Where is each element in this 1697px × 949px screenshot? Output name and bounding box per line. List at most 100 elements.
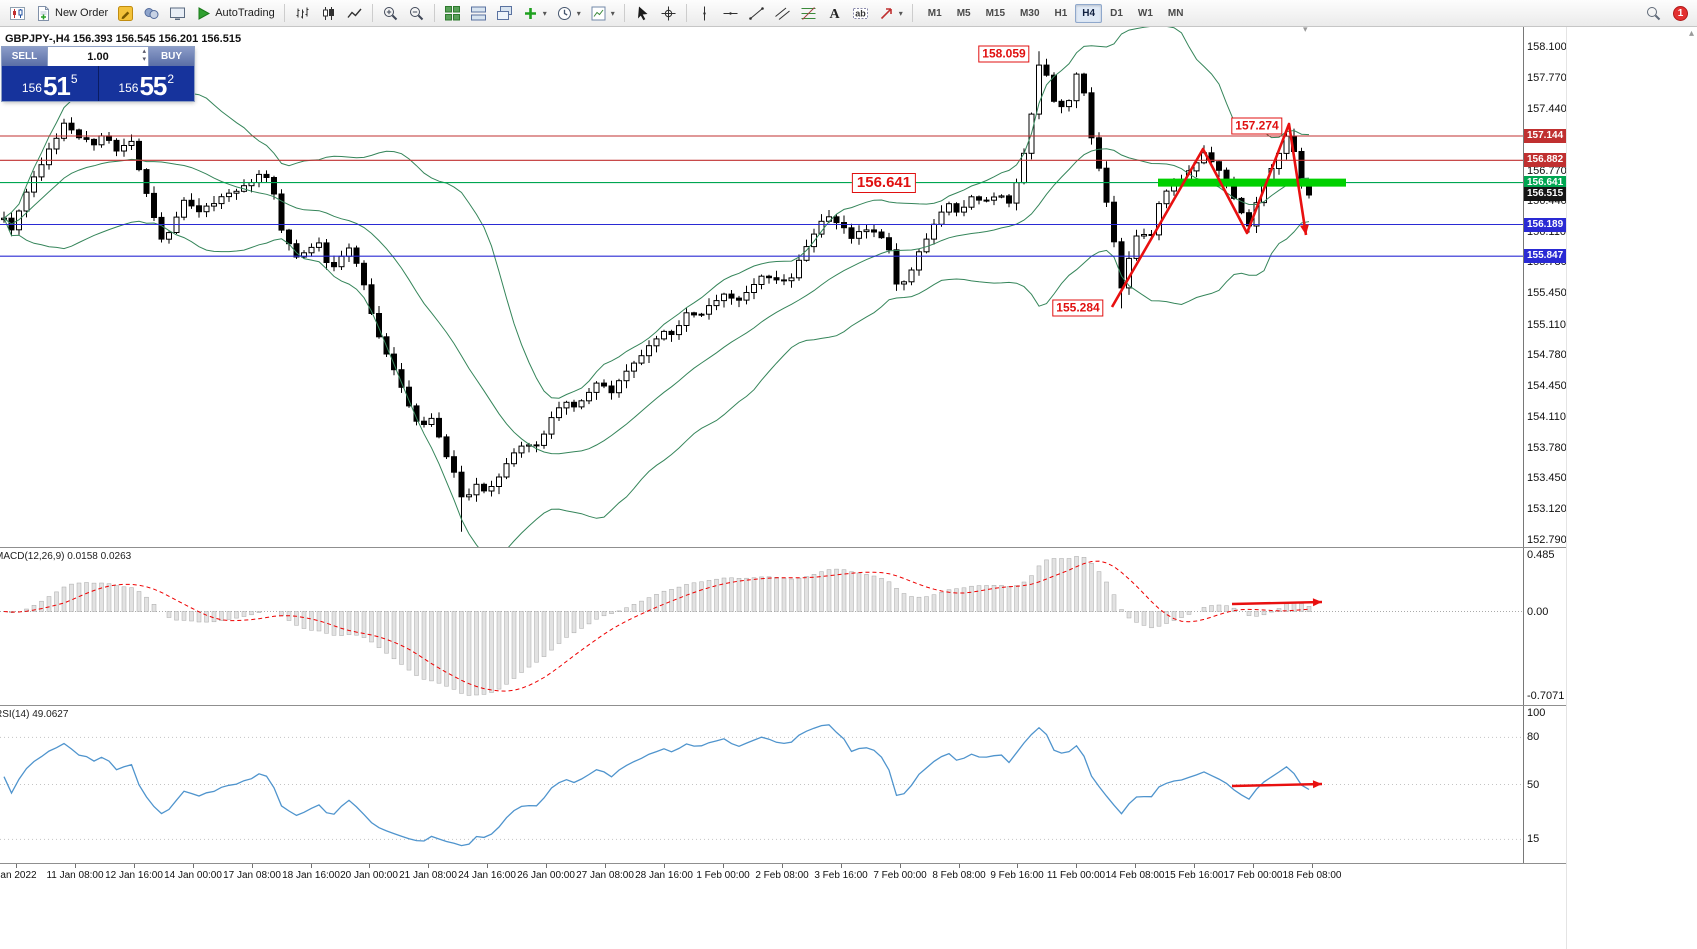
macd-canvas[interactable] [0, 548, 1523, 705]
time-tick-label: 17 Jan 08:00 [223, 870, 281, 881]
timeframe-h4-button[interactable]: H4 [1075, 3, 1103, 23]
timeframe-m30-button[interactable]: M30 [1020, 7, 1040, 19]
time-tick [664, 864, 665, 868]
fullscreen-icon[interactable] [165, 2, 190, 24]
price-tick-label: 155.450 [1527, 287, 1566, 299]
sell-button[interactable]: SELL [2, 47, 47, 66]
timeframe-m1-button[interactable]: M1 [927, 7, 942, 19]
line-chart-icon[interactable] [342, 2, 367, 24]
new-order-button[interactable]: New Order [31, 2, 112, 24]
horizontal-line-icon[interactable] [718, 2, 743, 24]
time-tick [1312, 864, 1313, 868]
price-tick-label: 158.100 [1527, 41, 1566, 53]
time-tick-label: 20 Jan 00:00 [340, 870, 398, 881]
price-annotation[interactable]: 158.059 [978, 45, 1030, 63]
time-tick-label: 18 Feb 08:00 [1282, 870, 1342, 881]
price-level-tag: 156.882 [1524, 153, 1566, 167]
cursor-icon[interactable] [630, 2, 655, 24]
sell-price-prefix: 156 [21, 81, 42, 95]
time-tick [252, 864, 253, 868]
time-tick-label: 8 Feb 08:00 [932, 870, 986, 881]
price-level-tag: 156.189 [1524, 218, 1566, 232]
trendline-icon[interactable] [744, 2, 769, 24]
time-tick [782, 864, 783, 868]
time-tick [1017, 864, 1018, 868]
fibonacci-icon[interactable] [796, 2, 821, 24]
new-order-button-label: New Order [55, 7, 109, 19]
time-tick-label: 24 Jan 16:00 [458, 870, 516, 881]
options-icon[interactable] [139, 2, 164, 24]
indicators-icon[interactable]: ▾ [518, 2, 551, 24]
price-tick-label: 154.110 [1527, 411, 1566, 423]
volume-stepper[interactable]: ▴ ▾ [142, 48, 146, 63]
price-chart-canvas[interactable] [0, 27, 1523, 547]
time-tick [1194, 864, 1195, 868]
sell-price-display[interactable]: 156 51 5 [2, 66, 98, 101]
rsi-tick-label: 50 [1527, 779, 1540, 791]
macd-tick-label: -0.7071 [1527, 690, 1565, 702]
price-scale[interactable]: 158.100 157.770 157.440 156.770 156.440 156.1… [1523, 27, 1566, 547]
toolbar-separator [433, 4, 435, 22]
time-tick-label: 21 Jan 08:00 [399, 870, 457, 881]
arrows-icon[interactable]: ▾ [874, 2, 907, 24]
metaeditor-icon[interactable] [113, 2, 138, 24]
price-level-tag: 157.144 [1524, 129, 1566, 143]
text-label-icon[interactable]: ab [848, 2, 873, 24]
timeframe-mn-button[interactable]: MN [1167, 7, 1184, 19]
time-tick-label: 26 Jan 00:00 [517, 870, 575, 881]
scroll-up-icon[interactable]: ▴ [1688, 28, 1694, 39]
timeframe-d1-button[interactable]: D1 [1110, 7, 1123, 19]
price-level-tag: 155.847 [1524, 249, 1566, 263]
zoom-in-icon[interactable] [378, 2, 403, 24]
timeframe-m15-button[interactable]: M15 [985, 7, 1006, 19]
buy-price-display[interactable]: 156 55 2 [97, 66, 194, 101]
price-tick-label: 153.450 [1527, 472, 1566, 484]
time-tick [723, 864, 724, 868]
one-click-trading-panel: SELL 1.00 ▴ ▾ BUY 156 51 5 156 55 [2, 47, 194, 101]
rsi-canvas[interactable] [0, 706, 1523, 863]
arrange-windows-icon[interactable] [466, 2, 491, 24]
time-tick-label: 15 Feb 16:00 [1164, 870, 1224, 881]
time-tick [959, 864, 960, 868]
timeframe-m5-button[interactable]: M5 [956, 7, 971, 19]
time-tick [1076, 864, 1077, 868]
notification-badge[interactable]: 1 [1673, 5, 1688, 21]
crosshair-icon[interactable] [656, 2, 681, 24]
bar-chart-icon[interactable] [290, 2, 315, 24]
timeframe-w1-button[interactable]: W1 [1137, 7, 1153, 19]
current-price-tag: 156.515 [1524, 187, 1566, 201]
price-annotation[interactable]: 156.641 [851, 173, 917, 193]
rsi-scale[interactable]: 100 80 50 15 [1523, 706, 1566, 863]
new-chart-icon[interactable] [5, 2, 30, 24]
toolbar-separator [685, 4, 687, 22]
search-icon[interactable] [1641, 2, 1666, 24]
rsi-tick-label: 15 [1527, 833, 1540, 845]
macd-scale[interactable]: 0.485 0.00 -0.7071 [1523, 548, 1566, 705]
periods-icon[interactable]: ▾ [552, 2, 585, 24]
channel-icon[interactable] [770, 2, 795, 24]
right-margin: ▴ [1566, 27, 1697, 949]
toolbar-separator [623, 4, 625, 22]
vertical-line-icon[interactable] [692, 2, 717, 24]
buy-button[interactable]: BUY [149, 47, 194, 66]
price-annotation[interactable]: 155.284 [1052, 299, 1104, 317]
time-tick [1253, 864, 1254, 868]
candlestick-chart-icon[interactable] [316, 2, 341, 24]
macd-tick-label: 0.00 [1527, 606, 1549, 618]
chart-shift-marker[interactable]: ▾ [1303, 27, 1308, 34]
toolbar-separator [371, 4, 373, 22]
time-tick [311, 864, 312, 868]
zoom-out-icon[interactable] [404, 2, 429, 24]
time-tick [134, 864, 135, 868]
tile-windows-icon[interactable] [440, 2, 465, 24]
rsi-pane: RSI(14) 49.0627 100 80 50 15 [0, 705, 1566, 863]
text-icon[interactable]: A [822, 2, 847, 24]
volume-input[interactable]: 1.00 ▴ ▾ [47, 47, 149, 66]
cascade-windows-icon[interactable] [492, 2, 517, 24]
price-annotation[interactable]: 157.274 [1231, 117, 1283, 135]
timeframe-h1-button[interactable]: H1 [1054, 7, 1068, 19]
templates-icon[interactable]: ▾ [586, 2, 619, 24]
autotrading-button[interactable]: AutoTrading [191, 2, 279, 24]
